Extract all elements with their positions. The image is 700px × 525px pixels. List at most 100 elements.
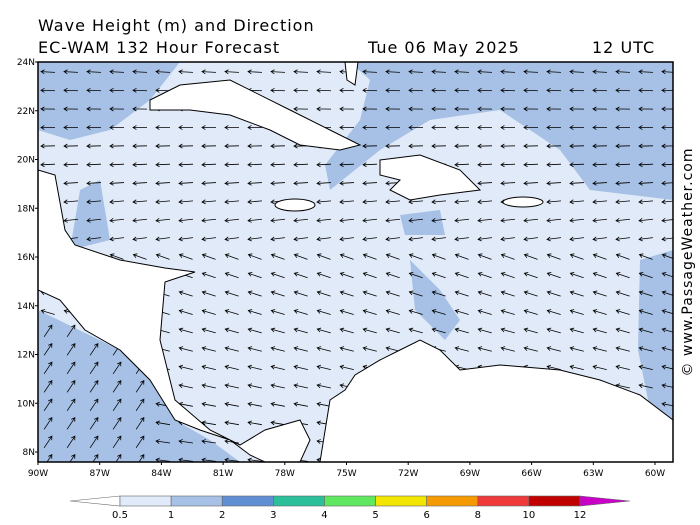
- arrow: [178, 253, 193, 260]
- arrow: [523, 106, 539, 112]
- arrow: [66, 435, 76, 449]
- arrow: [339, 87, 355, 93]
- arrow: [615, 271, 630, 279]
- arrow: [569, 346, 584, 352]
- arrow: [592, 162, 608, 168]
- lat-label: 24N: [17, 58, 35, 68]
- arrow: [638, 290, 653, 297]
- arrow: [270, 180, 286, 186]
- arrow: [178, 236, 193, 242]
- arrow: [293, 383, 308, 389]
- arrow: [592, 218, 608, 223]
- arrow: [500, 106, 516, 112]
- arrow: [293, 106, 309, 112]
- arrow: [155, 253, 170, 260]
- lat-label: 18N: [17, 204, 35, 214]
- arrow: [270, 143, 286, 149]
- arrow: [592, 327, 607, 334]
- watermark: © www.PassageWeather.com: [680, 147, 696, 376]
- arrow: [615, 309, 630, 315]
- arrow: [247, 271, 262, 279]
- arrow: [109, 236, 124, 242]
- arrow: [615, 346, 630, 352]
- arrow: [135, 380, 145, 393]
- arrow: [155, 69, 171, 75]
- arrow: [201, 199, 217, 205]
- arrow: [592, 125, 608, 130]
- arrow: [661, 87, 673, 93]
- arrow: [178, 290, 193, 297]
- arrow: [454, 327, 469, 334]
- colorbar-label: 10: [523, 510, 536, 521]
- arrow: [362, 87, 378, 93]
- arrow: [546, 327, 561, 334]
- arrow: [546, 218, 562, 223]
- arrow: [385, 236, 400, 242]
- arrow: [247, 162, 263, 168]
- arrow: [500, 236, 515, 242]
- arrow: [293, 364, 308, 370]
- arrow: [224, 143, 240, 149]
- arrow: [408, 253, 423, 260]
- arrow: [201, 236, 216, 242]
- arrow: [362, 253, 377, 260]
- arrow: [224, 290, 239, 297]
- arrow: [132, 87, 148, 93]
- arrow: [178, 383, 193, 389]
- arrow: [362, 309, 377, 315]
- arrow: [546, 106, 562, 112]
- arrow: [270, 162, 286, 168]
- arrow: [201, 346, 216, 352]
- arrow: [63, 218, 79, 223]
- arrow: [178, 199, 194, 205]
- arrow: [178, 346, 193, 352]
- arrow: [201, 253, 216, 260]
- arrow: [339, 271, 354, 279]
- arrow: [569, 69, 585, 75]
- arrow: [201, 143, 217, 149]
- arrow: [112, 417, 122, 430]
- arrow: [385, 199, 401, 205]
- arrow: [431, 143, 447, 149]
- lat-label: 20N: [17, 156, 35, 166]
- arrow: [454, 69, 470, 75]
- arrow: [270, 364, 285, 370]
- arrow: [293, 180, 309, 186]
- arrow: [592, 271, 607, 279]
- arrow: [63, 143, 79, 149]
- arrow: [592, 180, 608, 186]
- arrow: [66, 380, 76, 393]
- arrow: [201, 125, 217, 130]
- arrow: [500, 87, 516, 93]
- arrow: [224, 364, 239, 370]
- arrow: [86, 162, 102, 168]
- arrow: [661, 143, 673, 149]
- wave-zones: [38, 62, 673, 462]
- arrow: [661, 327, 673, 333]
- arrow: [63, 106, 79, 112]
- arrow: [270, 346, 285, 352]
- arrow: [546, 143, 562, 149]
- arrow: [385, 271, 400, 279]
- arrow: [86, 87, 102, 93]
- arrow: [339, 236, 354, 242]
- lon-label: 81W: [213, 469, 233, 479]
- arrow: [270, 401, 285, 407]
- arrow: [247, 383, 262, 389]
- colorbar-label: 0.5: [112, 510, 128, 521]
- colorbar-label: 8: [475, 510, 481, 521]
- arrow: [569, 125, 585, 130]
- arrow: [408, 290, 423, 297]
- arrow: [546, 253, 561, 260]
- arrow: [247, 143, 263, 149]
- arrow: [293, 401, 308, 407]
- arrow: [178, 180, 194, 186]
- arrow: [431, 309, 446, 315]
- arrow: [408, 327, 423, 334]
- arrow: [224, 236, 239, 242]
- arrow: [155, 218, 171, 223]
- arrow: [523, 125, 539, 130]
- lat-label: 22N: [17, 107, 35, 117]
- arrow: [43, 361, 53, 375]
- arrow: [500, 253, 515, 260]
